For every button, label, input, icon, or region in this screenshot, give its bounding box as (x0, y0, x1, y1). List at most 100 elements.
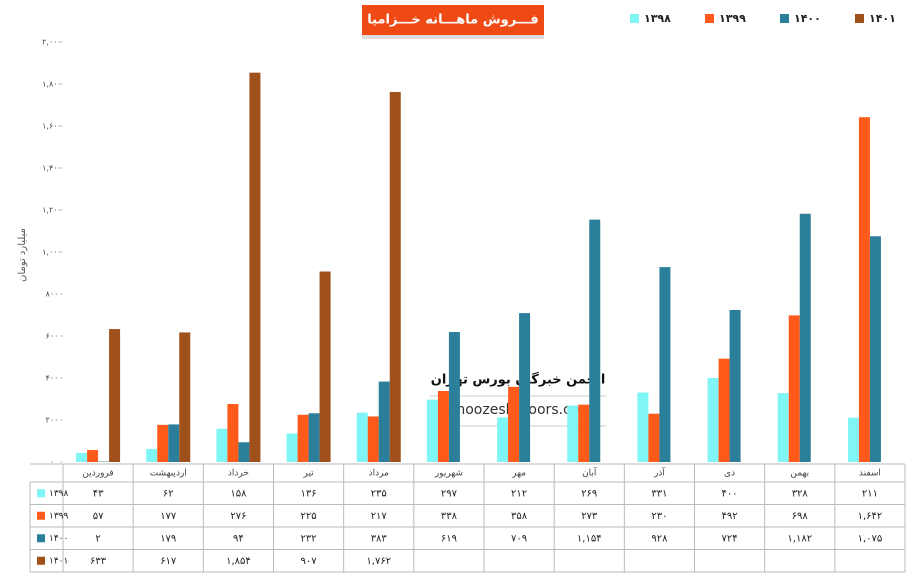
bar (637, 392, 649, 462)
x-tick-label: دی (724, 469, 735, 479)
legend-swatch (37, 489, 45, 498)
legend-label: ۱۴۰۰ (794, 12, 821, 25)
table-value: ۲۱۷ (371, 511, 388, 522)
bar (76, 452, 88, 462)
table-value: ۲ (95, 533, 100, 544)
watermark: انجمن خبرگان بورس تهران (431, 372, 606, 388)
table-value: ۳۲۸ (792, 488, 809, 499)
bar (356, 412, 368, 462)
table-value: ۳۸۳ (371, 533, 388, 544)
bar (157, 424, 169, 462)
legend-label: ۱۴۰۱ (869, 12, 896, 25)
y-tick-label: ۶۰۰ (46, 332, 59, 341)
table-value: ۳۳۱ (651, 488, 667, 499)
bar (437, 391, 449, 462)
y-tick-label: ۰ (50, 458, 54, 467)
bar (648, 413, 660, 462)
table-value: ۱,۰۷۵ (858, 533, 883, 544)
table-value: ۶۲ (163, 488, 174, 499)
table-value: ۶۱۹ (441, 533, 457, 544)
table-value: ۶۱۷ (160, 556, 177, 567)
table-value: ۲۱۱ (862, 488, 878, 499)
x-tick-label: شهریور (434, 469, 463, 479)
row-label: ۱۴۰۱ (49, 556, 68, 566)
table-value: ۶۹۸ (792, 511, 809, 522)
table-value: ۲۳۰ (651, 511, 667, 522)
bar (847, 417, 859, 462)
table-value: ۲۱۲ (511, 488, 527, 499)
row-label: ۱۳۹۹ (49, 511, 69, 521)
x-tick-label: اردیبهشت (150, 469, 187, 479)
bar (367, 416, 379, 462)
bar (227, 404, 239, 462)
table-value: ۲۹۷ (441, 488, 458, 499)
table-value: ۱۷۹ (160, 533, 176, 544)
y-axis-label: میلیارد تومان (17, 228, 28, 282)
chart-title: فـــروش ماهـــانه خـــزامیا (367, 13, 538, 28)
bar (308, 413, 320, 462)
bar (799, 213, 811, 462)
title-shadow (362, 35, 544, 39)
table-value: ۳۳۸ (441, 511, 458, 522)
table-value: ۷۰۹ (511, 533, 527, 544)
table-value: ۲۷۶ (230, 511, 246, 522)
legend-swatch (630, 14, 639, 23)
x-tick-label: مهر (511, 469, 526, 479)
bar (249, 72, 261, 462)
legend-swatch (37, 556, 45, 565)
bar (286, 433, 298, 462)
bar (319, 271, 331, 462)
bar (718, 358, 730, 462)
legend-swatch (705, 14, 714, 23)
bar (146, 448, 158, 462)
y-tick-label: ۱,۰۰۰ (42, 248, 62, 257)
y-tick-label: ۱,۶۰۰ (42, 122, 62, 131)
table-value: ۱,۶۴۲ (858, 511, 883, 522)
bar (777, 393, 789, 462)
bar (858, 117, 870, 463)
bar (216, 428, 228, 462)
table-value: ۱,۱۵۴ (577, 533, 602, 544)
table-value: ۱۷۷ (160, 511, 177, 522)
row-label: ۱۴۰۰ (49, 534, 68, 544)
bar (567, 405, 579, 462)
legend-swatch (855, 14, 864, 23)
x-tick-label: مرداد (369, 469, 389, 479)
table-value: ۵۷ (93, 511, 104, 522)
table-value: ۹۴ (233, 533, 244, 544)
table-value: ۷۲۴ (722, 533, 738, 544)
y-tick-label: ۱,۸۰۰ (42, 80, 62, 89)
legend-swatch (37, 511, 45, 520)
bar (109, 329, 121, 462)
bar (179, 332, 191, 462)
bar (87, 450, 99, 462)
legend-label: ۱۳۹۸ (644, 12, 671, 25)
bar (578, 404, 590, 462)
table-value: ۹۲۸ (651, 533, 668, 544)
table-value: ۱,۷۶۲ (366, 556, 391, 567)
table-value: ۱,۸۵۴ (226, 556, 251, 567)
x-tick-label: فروردین (82, 469, 113, 479)
bar (168, 424, 180, 462)
table-value: ۴۰۰ (722, 488, 738, 499)
y-tick-label: ۱,۲۰۰ (42, 206, 62, 215)
bar (497, 417, 509, 462)
y-tick-label: ۲۰۰ (46, 416, 59, 425)
table-value: ۳۵۸ (511, 511, 528, 522)
table-value: ۱۵۸ (230, 488, 247, 499)
bar (869, 236, 881, 462)
table-value: ۴۹۲ (722, 511, 738, 522)
y-tick-label: ۱,۴۰۰ (42, 164, 62, 173)
bar (238, 442, 250, 462)
x-tick-label: آبان (582, 467, 597, 479)
bar (426, 399, 438, 462)
table-value: ۹۰۷ (301, 556, 318, 567)
table-value: ۶۳۳ (90, 556, 107, 567)
row-label: ۱۳۹۸ (49, 489, 69, 499)
table-value: ۱,۱۸۲ (787, 533, 812, 544)
bar (389, 91, 401, 462)
table-value: ۴۳ (93, 488, 104, 499)
y-tick-label: ۲,۰۰۰ (42, 38, 62, 47)
table-value: ۲۷۳ (581, 511, 598, 522)
x-tick-label: آذر (653, 467, 665, 479)
